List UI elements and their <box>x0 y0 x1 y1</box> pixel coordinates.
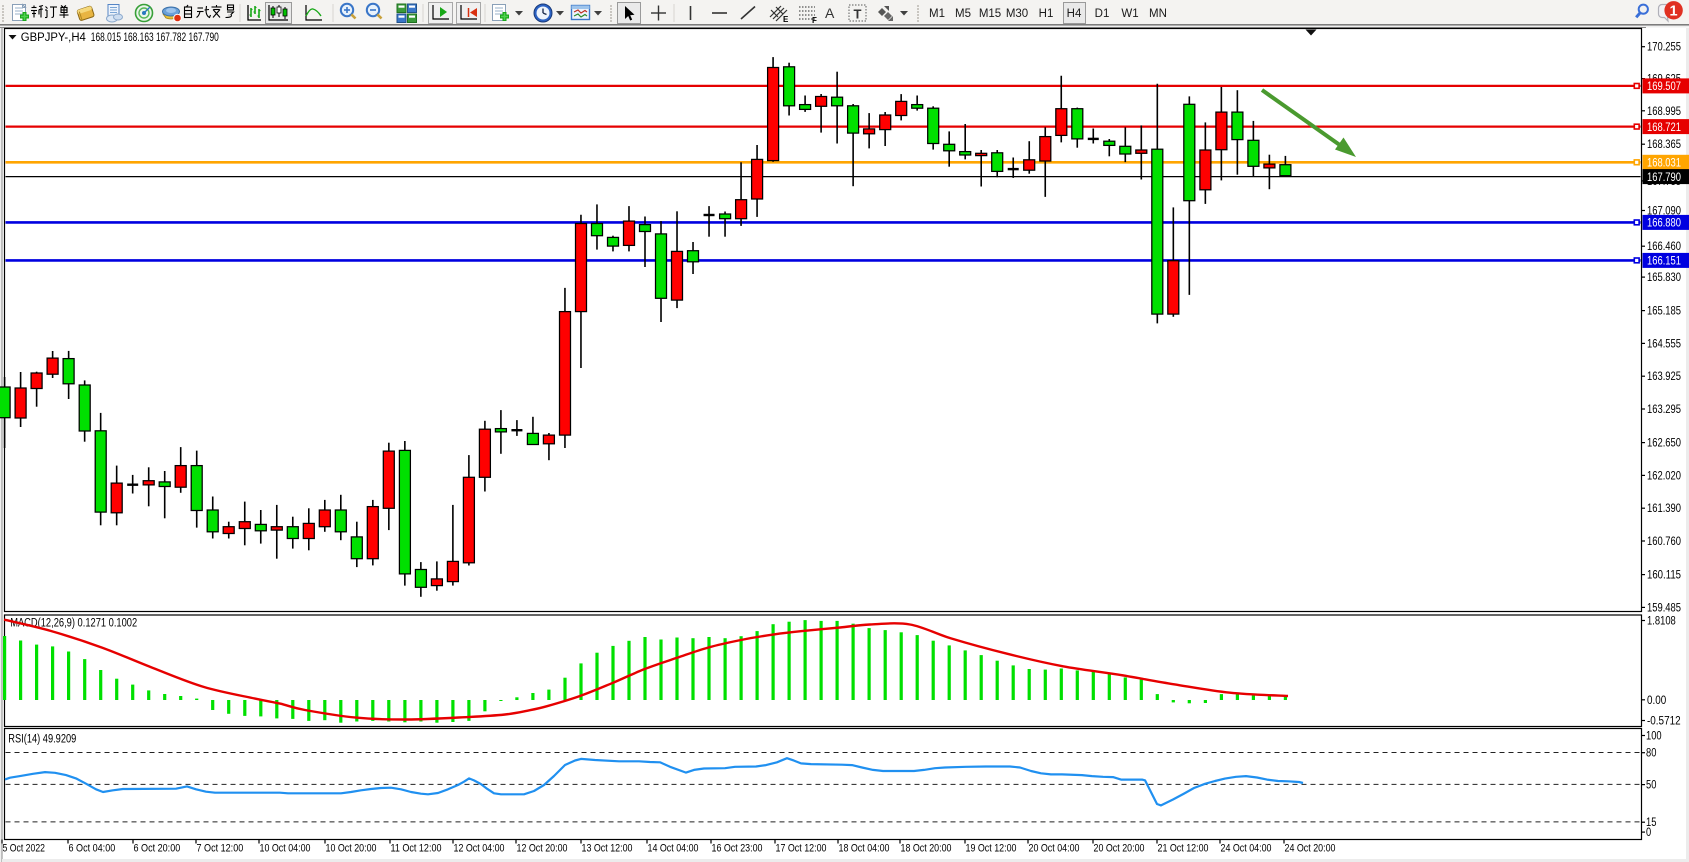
svg-text:A: A <box>825 5 835 21</box>
svg-text:17 Oct 12:00: 17 Oct 12:00 <box>776 843 827 855</box>
svg-text:167.090: 167.090 <box>1647 206 1681 218</box>
svg-text:M30: M30 <box>1006 8 1028 20</box>
svg-text:168.031: 168.031 <box>1647 158 1681 170</box>
svg-text:19 Oct 12:00: 19 Oct 12:00 <box>966 843 1017 855</box>
svg-text:6 Oct 20:00: 6 Oct 20:00 <box>134 843 181 855</box>
svg-text:H1: H1 <box>1039 8 1054 20</box>
svg-text:170.255: 170.255 <box>1647 42 1681 54</box>
svg-text:18 Oct 20:00: 18 Oct 20:00 <box>901 843 952 855</box>
svg-text:159.485: 159.485 <box>1647 602 1681 614</box>
svg-text:F: F <box>812 16 817 25</box>
svg-text:0.00: 0.00 <box>1647 695 1666 707</box>
svg-text:18 Oct 04:00: 18 Oct 04:00 <box>839 843 890 855</box>
svg-text:100: 100 <box>1646 731 1662 743</box>
svg-text:167.790: 167.790 <box>1647 172 1681 184</box>
svg-text:166.151: 166.151 <box>1647 256 1681 268</box>
svg-text:162.650: 162.650 <box>1647 438 1681 450</box>
svg-text:10 Oct 04:00: 10 Oct 04:00 <box>260 843 311 855</box>
svg-text:D1: D1 <box>1095 8 1110 20</box>
svg-text:50: 50 <box>1646 780 1656 792</box>
svg-text:1: 1 <box>1670 3 1678 19</box>
svg-text:164.555: 164.555 <box>1647 338 1681 350</box>
svg-text:12 Oct 20:00: 12 Oct 20:00 <box>517 843 568 855</box>
svg-text:168.015 168.163 167.782 167.79: 168.015 168.163 167.782 167.790 <box>91 32 219 44</box>
svg-text:M15: M15 <box>979 8 1001 20</box>
svg-text:160.115: 160.115 <box>1647 570 1681 582</box>
svg-text:1.8108: 1.8108 <box>1647 616 1676 628</box>
svg-text:RSI(14) 49.9209: RSI(14) 49.9209 <box>8 734 76 746</box>
svg-text:163.295: 163.295 <box>1647 404 1681 416</box>
svg-text:168.995: 168.995 <box>1647 106 1681 118</box>
svg-text:161.390: 161.390 <box>1647 503 1681 515</box>
svg-text:169.507: 169.507 <box>1647 81 1681 93</box>
svg-text:T: T <box>854 7 862 22</box>
svg-text:MN: MN <box>1149 8 1167 20</box>
svg-text:W1: W1 <box>1121 8 1138 20</box>
svg-text:14 Oct 04:00: 14 Oct 04:00 <box>648 843 699 855</box>
svg-text:11 Oct 12:00: 11 Oct 12:00 <box>391 843 442 855</box>
svg-text:12 Oct 04:00: 12 Oct 04:00 <box>454 843 505 855</box>
svg-text:165.185: 165.185 <box>1647 306 1681 318</box>
svg-text:165.830: 165.830 <box>1647 272 1681 284</box>
svg-text:H4: H4 <box>1067 8 1082 20</box>
svg-text:168.721: 168.721 <box>1647 122 1681 134</box>
svg-text:162.020: 162.020 <box>1647 470 1681 482</box>
svg-text:6 Oct 04:00: 6 Oct 04:00 <box>69 843 116 855</box>
svg-text:166.880: 166.880 <box>1647 218 1681 230</box>
svg-text:5 Oct 2022: 5 Oct 2022 <box>3 843 46 855</box>
svg-text:GBPJPY-,H4: GBPJPY-,H4 <box>21 32 87 44</box>
svg-text:166.460: 166.460 <box>1647 241 1681 253</box>
svg-text:M5: M5 <box>955 8 971 20</box>
svg-text:24 Oct 04:00: 24 Oct 04:00 <box>1221 843 1272 855</box>
svg-text:20 Oct 04:00: 20 Oct 04:00 <box>1029 843 1080 855</box>
svg-text:0: 0 <box>1646 827 1651 839</box>
svg-text:163.925: 163.925 <box>1647 371 1681 383</box>
svg-text:24 Oct 20:00: 24 Oct 20:00 <box>1285 843 1336 855</box>
svg-text:16 Oct 23:00: 16 Oct 23:00 <box>712 843 763 855</box>
svg-text:MACD(12,26,9) 0.1271 0.1002: MACD(12,26,9) 0.1271 0.1002 <box>10 618 137 630</box>
svg-text:10 Oct 20:00: 10 Oct 20:00 <box>326 843 377 855</box>
svg-text:-0.5712: -0.5712 <box>1647 716 1681 728</box>
svg-text:160.760: 160.760 <box>1647 536 1681 548</box>
svg-text:15: 15 <box>1646 817 1656 829</box>
svg-text:80: 80 <box>1646 748 1656 760</box>
svg-text:21 Oct 12:00: 21 Oct 12:00 <box>1158 843 1209 855</box>
svg-text:168.365: 168.365 <box>1647 139 1681 151</box>
svg-text:13 Oct 12:00: 13 Oct 12:00 <box>582 843 633 855</box>
svg-text:M1: M1 <box>929 8 945 20</box>
svg-text:E: E <box>783 15 789 24</box>
svg-text:7 Oct 12:00: 7 Oct 12:00 <box>197 843 244 855</box>
svg-text:20 Oct 20:00: 20 Oct 20:00 <box>1094 843 1145 855</box>
